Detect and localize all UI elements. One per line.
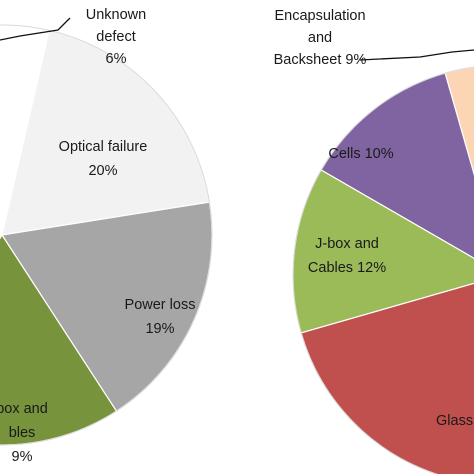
pie1-j-box-and-cables-label-line: bles	[9, 425, 36, 441]
pie1-j-box-and-cables-label-line: box and	[0, 401, 48, 417]
pie2-encapsulation-and-backsheet-label-line: Backsheet 9%	[274, 52, 367, 68]
pie1-optical-failure-label-line: 20%	[88, 163, 117, 179]
pie2-j-box-and-cables-label-line: J-box and	[315, 236, 379, 252]
pie1-outline	[0, 24, 213, 446]
pie1-unknown-defect-label-line: Unknown	[86, 7, 146, 23]
pie2-encapsulation-and-backsheet-label-line: and	[308, 30, 332, 46]
pie1-optical-failure-label-line: Optical failure	[59, 139, 148, 155]
pie2-cells-label-line: Cells 10%	[328, 146, 393, 162]
pie2-j-box-and-cables-label-line: Cables 12%	[308, 260, 386, 276]
pie1-unknown-defect-label-line: 6%	[106, 51, 127, 67]
pie1-j-box-and-cables-label-line: 9%	[12, 449, 33, 465]
pie1-power-loss-label-line: Power loss	[125, 297, 196, 313]
pie2-leader-line	[359, 49, 474, 61]
pie-chart-defects-left: Unknown defect 6% Optical failure 20% Power l…	[0, 7, 213, 465]
pie1-leader-line	[0, 17, 71, 41]
pie-chart-defects-right: Encapsulation and Backsheet 9% Cells 10% J-b…	[274, 8, 474, 474]
pie2-encapsulation-and-backsheet-label-line: Encapsulation	[274, 8, 365, 24]
pie2-outline	[292, 66, 474, 474]
pie1-unknown-defect-label-line: defect	[96, 29, 136, 45]
pie2-glass-label-line: Glass	[436, 413, 473, 429]
pie1-power-loss-label-line: 19%	[145, 321, 174, 337]
